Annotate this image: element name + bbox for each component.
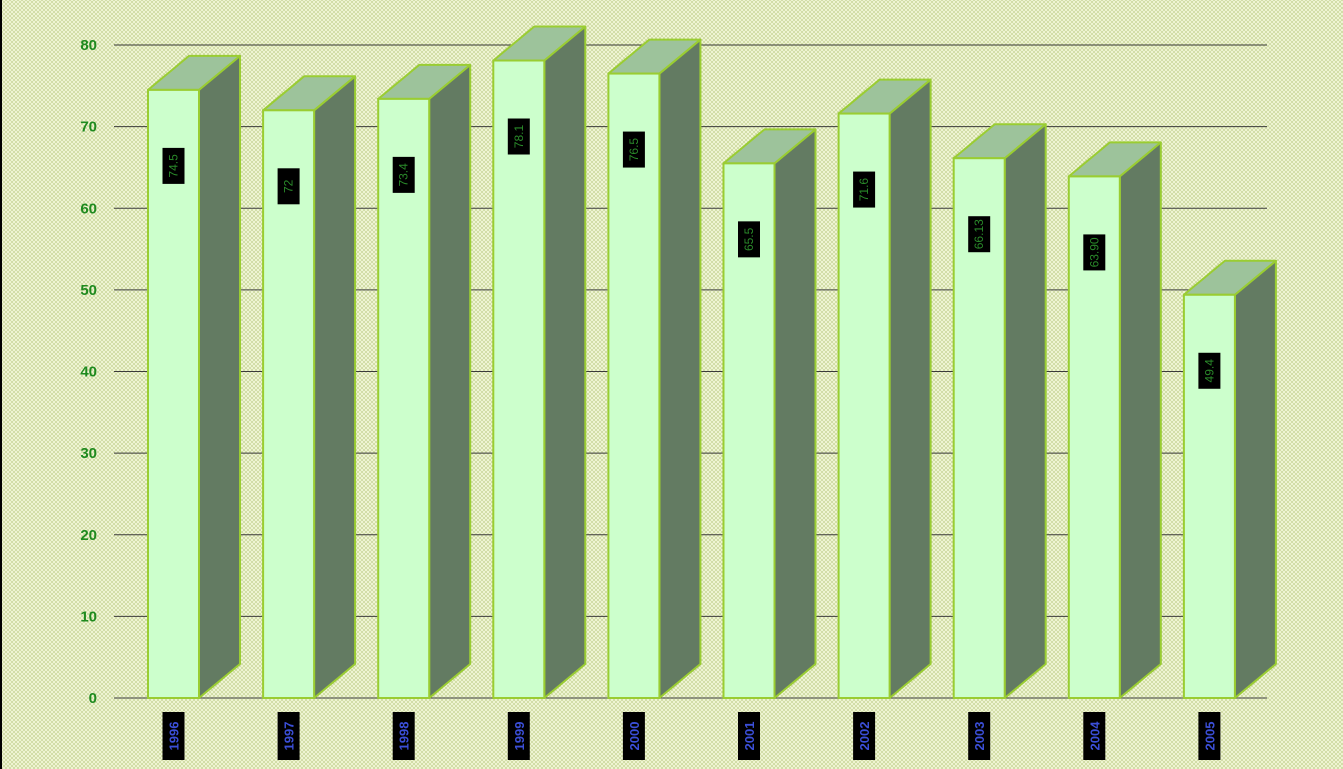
category-label-box — [277, 712, 300, 760]
value-label: 78.1 — [512, 125, 526, 149]
value-label-box — [1083, 234, 1106, 271]
value-label-box — [968, 216, 991, 253]
category-label-box — [392, 712, 415, 760]
value-label-box — [277, 168, 300, 205]
y-tick-label: 10 — [80, 608, 97, 625]
category-label: 1998 — [397, 722, 412, 751]
y-tick-label: 40 — [80, 364, 97, 381]
value-label: 65.5 — [742, 227, 756, 251]
category-label: 2004 — [1087, 721, 1102, 751]
value-label: 63.90 — [1087, 237, 1101, 267]
bar — [377, 97, 431, 699]
category-label: 1999 — [512, 722, 527, 751]
y-tick-label: 60 — [80, 200, 97, 217]
category-label-box — [507, 712, 530, 760]
value-label: 66.13 — [972, 219, 986, 249]
value-label: 73.4 — [397, 163, 411, 187]
category-label: 2001 — [742, 722, 757, 751]
category-label-box — [738, 712, 760, 760]
value-label-box — [853, 171, 876, 208]
value-label-box — [738, 221, 760, 258]
value-label: 76.5 — [627, 138, 641, 162]
value-label-box — [392, 156, 415, 193]
bar — [607, 72, 661, 700]
bar-side — [543, 25, 587, 699]
y-tick-label: 0 — [89, 690, 97, 707]
bar — [147, 88, 200, 700]
bar — [262, 109, 316, 700]
category-label-box — [853, 712, 876, 760]
y-tick-label: 20 — [80, 527, 97, 544]
y-tick-label: 30 — [80, 445, 97, 462]
category-label-box — [968, 712, 991, 760]
value-label-box — [162, 147, 185, 184]
category-label: 2002 — [857, 722, 872, 751]
category-label: 2003 — [972, 722, 987, 751]
bar-side — [658, 38, 702, 699]
category-label: 1997 — [282, 722, 297, 751]
bar — [837, 112, 891, 699]
bar-side — [888, 78, 932, 699]
bar-side — [1003, 123, 1047, 699]
value-label-box — [1198, 352, 1221, 389]
bar-side — [1233, 259, 1277, 699]
value-label-box — [507, 118, 530, 155]
value-label: 71.6 — [857, 178, 871, 202]
y-tick-label: 50 — [80, 282, 97, 299]
value-label-box — [622, 131, 645, 168]
bar-side — [773, 128, 817, 699]
category-label: 2005 — [1202, 722, 1217, 751]
value-label: 72 — [282, 179, 296, 193]
category-label: 2000 — [627, 722, 642, 751]
bar — [492, 59, 546, 700]
bar-side — [1118, 141, 1162, 699]
bar-side — [198, 54, 241, 699]
bar-side — [428, 63, 472, 699]
category-label-box — [1083, 712, 1106, 760]
category-label: 1996 — [167, 722, 182, 751]
y-tick-label: 80 — [80, 37, 97, 54]
category-label-box — [1198, 712, 1221, 760]
category-label-box — [622, 712, 645, 760]
bar-side — [313, 75, 357, 699]
category-label-box — [162, 712, 185, 760]
y-tick-label: 70 — [80, 119, 97, 136]
value-label: 49.4 — [1202, 359, 1216, 383]
value-label: 74.5 — [167, 154, 181, 178]
